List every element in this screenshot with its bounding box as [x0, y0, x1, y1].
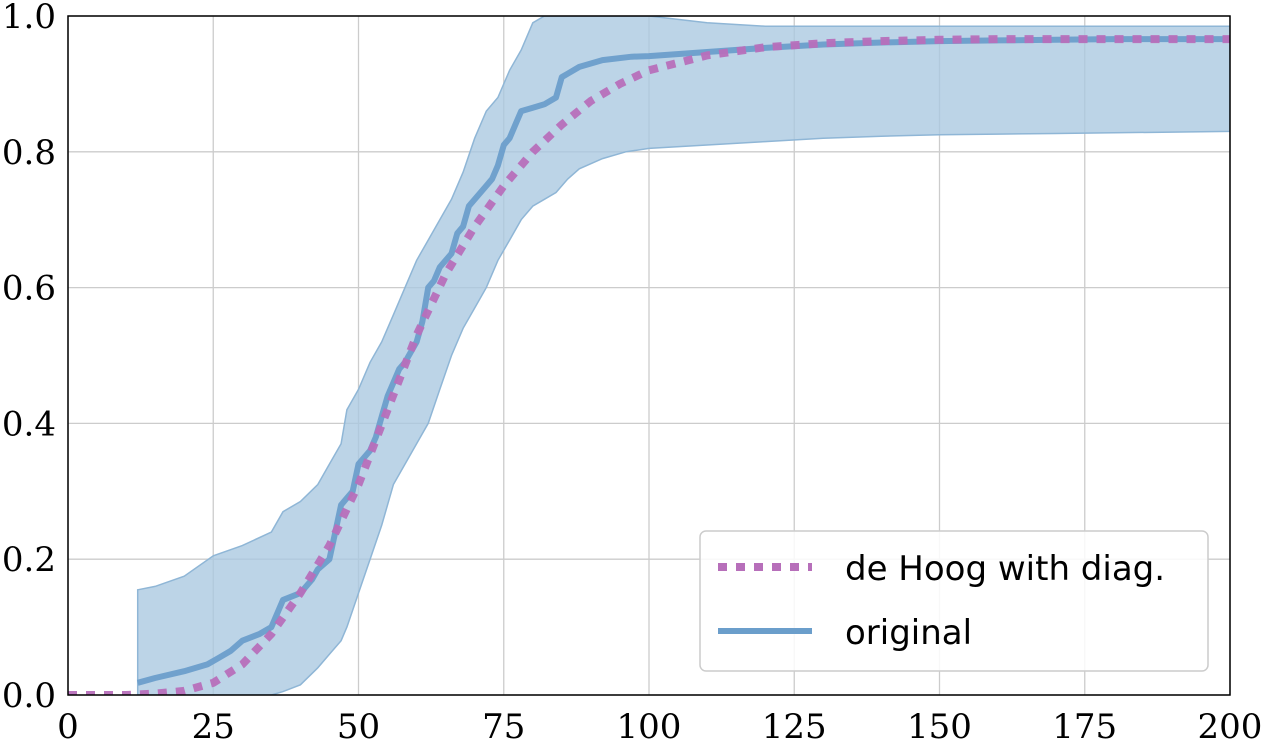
- confidence-band: [136, 16, 1230, 695]
- x-tick-label-1: 25: [192, 707, 235, 743]
- x-tick-label-8: 200: [1198, 707, 1262, 743]
- series-line-de-hoog: [68, 35, 1230, 695]
- legend: de Hoog with diag. original: [699, 530, 1209, 672]
- y-tick-label-0: 0.0: [2, 676, 56, 716]
- y-tick-label-4: 0.8: [2, 133, 56, 173]
- x-tick-label-7: 175: [1052, 707, 1117, 743]
- legend-label-de-hoog: de Hoog with diag.: [845, 549, 1165, 589]
- series-lines: [68, 35, 1230, 695]
- y-tick-label-1: 0.2: [2, 540, 56, 580]
- legend-label-original: original: [845, 613, 972, 653]
- x-tick-label-6: 150: [907, 707, 972, 743]
- band-area: [136, 16, 1230, 695]
- x-tick-label-0: 0: [57, 707, 79, 743]
- x-tick-label-4: 100: [617, 707, 682, 743]
- x-tick-label-5: 125: [762, 707, 827, 743]
- y-tick-label-2: 0.4: [2, 404, 56, 444]
- x-tick-label-3: 75: [482, 707, 525, 743]
- plot-frame: [67, 15, 1231, 696]
- legend-box: [699, 530, 1209, 672]
- y-tick-label-5: 1.0: [2, 0, 56, 37]
- x-tick-label-2: 50: [337, 707, 380, 743]
- y-tick-label-3: 0.6: [2, 269, 56, 309]
